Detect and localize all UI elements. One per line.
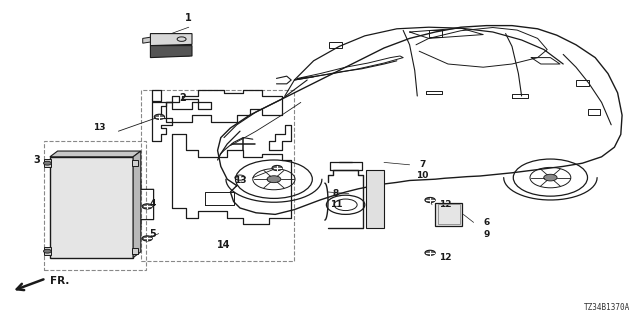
Polygon shape [150, 46, 192, 58]
Bar [141, 90, 294, 261]
Circle shape [425, 250, 435, 255]
Bar [50, 157, 133, 258]
Text: 2: 2 [179, 92, 186, 103]
Bar [435, 203, 462, 226]
Text: TZ34B1370A: TZ34B1370A [584, 303, 630, 312]
Circle shape [44, 161, 51, 165]
Polygon shape [50, 151, 141, 157]
Polygon shape [133, 151, 141, 258]
Bar [132, 160, 138, 166]
Circle shape [142, 204, 152, 209]
Text: 4: 4 [149, 199, 156, 208]
Bar [366, 170, 384, 228]
Bar [429, 30, 442, 37]
Bar [588, 109, 600, 115]
Text: 1: 1 [186, 12, 192, 23]
Text: 5: 5 [149, 228, 156, 239]
Circle shape [142, 236, 152, 241]
Text: 10: 10 [416, 172, 429, 180]
Bar [329, 42, 342, 48]
Bar [44, 141, 146, 270]
Text: 3: 3 [34, 155, 40, 165]
Circle shape [267, 176, 281, 183]
Text: 11: 11 [330, 200, 342, 209]
Text: 12: 12 [438, 200, 451, 209]
Text: 8: 8 [333, 189, 339, 198]
Text: 7: 7 [419, 160, 426, 169]
Circle shape [544, 174, 557, 181]
Circle shape [154, 114, 164, 119]
Polygon shape [143, 37, 150, 43]
Circle shape [272, 165, 282, 171]
Bar [44, 159, 51, 167]
Circle shape [44, 249, 51, 253]
Text: 6: 6 [483, 218, 490, 227]
Text: 9: 9 [483, 230, 490, 239]
Text: 13: 13 [93, 124, 106, 132]
Circle shape [425, 197, 435, 203]
Bar [438, 204, 460, 224]
Text: 12: 12 [438, 253, 451, 262]
Bar [576, 80, 589, 86]
Bar [132, 248, 138, 254]
Text: FR.: FR. [50, 276, 69, 286]
Bar [44, 247, 51, 255]
Text: 13: 13 [234, 176, 246, 185]
Polygon shape [150, 34, 192, 46]
Text: 14: 14 [217, 240, 231, 250]
